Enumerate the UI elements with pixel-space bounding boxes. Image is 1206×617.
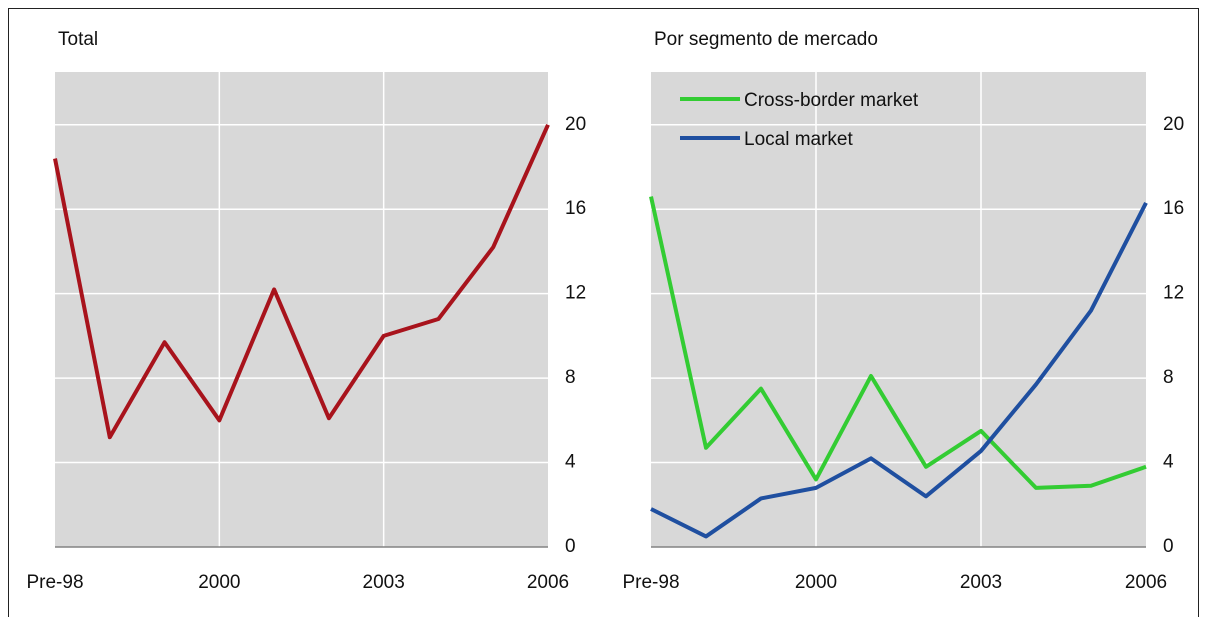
x-tick-label: 2003	[363, 572, 405, 593]
y-tick-label: 8	[1163, 367, 1174, 388]
y-tick-label: 4	[1163, 452, 1174, 473]
y-tick-label: 4	[565, 452, 576, 473]
plot-area	[651, 72, 1146, 547]
y-tick-label: 16	[1163, 198, 1184, 219]
y-tick-label: 20	[1163, 114, 1184, 135]
frame	[8, 8, 1199, 617]
x-tick-label: 2000	[795, 572, 837, 593]
chart-title: Por segmento de mercado	[654, 29, 878, 50]
legend-label: Cross-border market	[744, 90, 919, 111]
legend-label: Local market	[744, 129, 853, 150]
x-tick-label: Pre-98	[622, 572, 679, 593]
y-tick-label: 12	[565, 283, 586, 304]
series-line	[53, 123, 550, 440]
series-line	[649, 196, 1147, 490]
plot-area	[55, 72, 548, 547]
y-tick-label: 20	[565, 114, 586, 135]
x-tick-label: 2006	[527, 572, 569, 593]
x-tick-label: 2003	[960, 572, 1002, 593]
y-tick-label: 0	[565, 536, 576, 557]
x-tick-label: 2000	[198, 572, 240, 593]
chart-title: Total	[58, 29, 98, 50]
y-tick-label: 16	[565, 198, 586, 219]
x-tick-label: 2006	[1125, 572, 1167, 593]
x-tick-label: Pre-98	[26, 572, 83, 593]
y-tick-label: 8	[565, 367, 576, 388]
y-tick-label: 0	[1163, 536, 1174, 557]
y-tick-label: 12	[1163, 283, 1184, 304]
series-line	[650, 201, 1148, 539]
